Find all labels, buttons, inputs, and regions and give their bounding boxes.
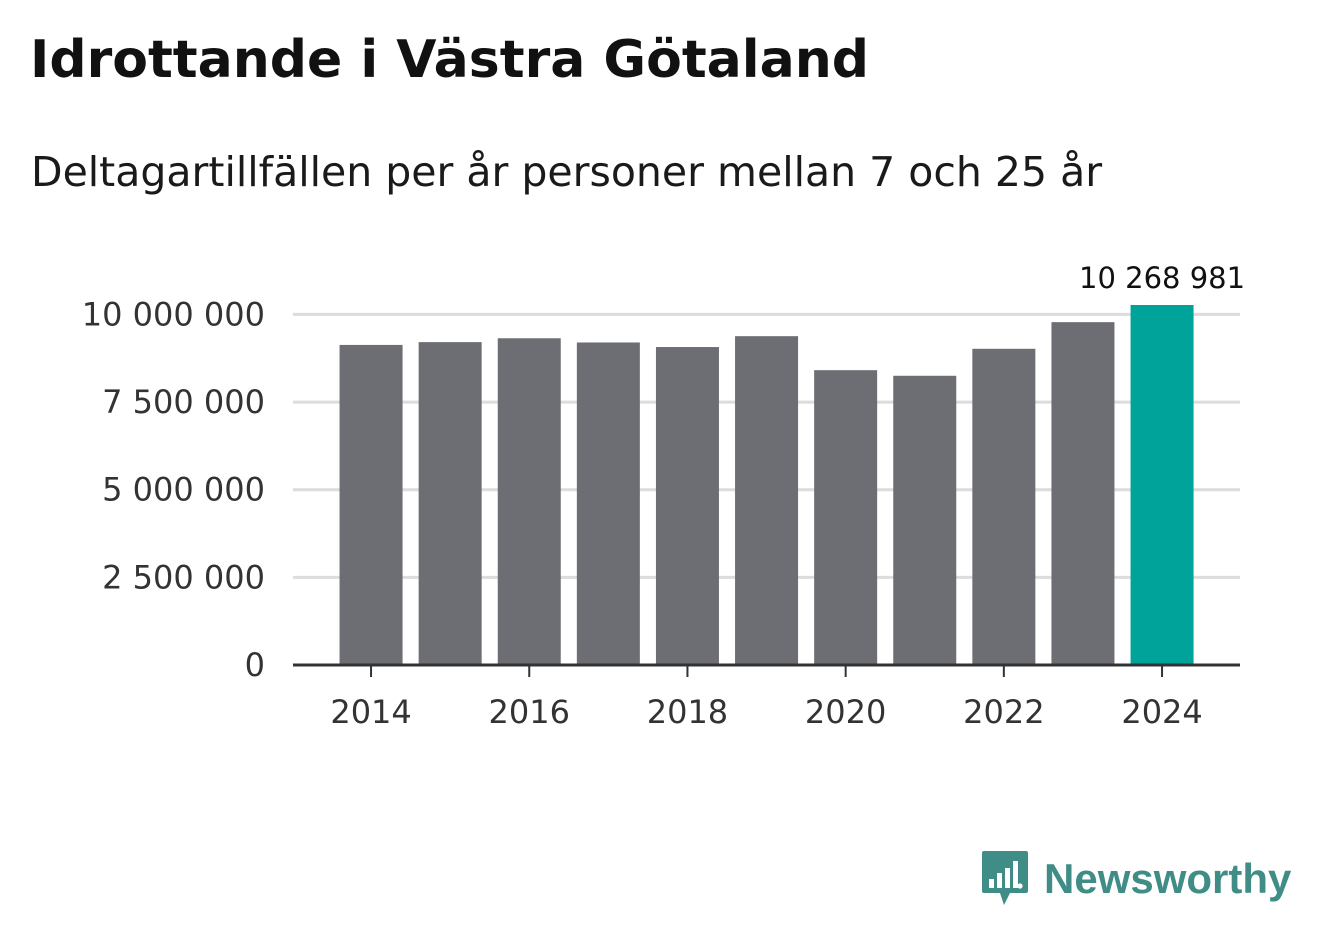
bar-2021 [893, 375, 957, 665]
chart-subtitle: Deltagartillfällen per år personer mella… [31, 148, 1103, 196]
bar-2022 [972, 348, 1036, 665]
bar-chart-speech-bubble-icon [982, 851, 1028, 905]
bar-2016 [497, 338, 561, 665]
x-axis-ticks: 2014 2016 2018 2020 2022 2024 [330, 665, 1203, 731]
bar-2020 [814, 370, 878, 665]
bar-2024 [1130, 305, 1194, 665]
y-tick-label: 5 000 000 [102, 471, 265, 509]
x-tick-label: 2022 [963, 693, 1044, 731]
bar-2014 [339, 344, 403, 665]
y-tick-label: 2 500 000 [102, 558, 265, 596]
y-axis-ticks: 0 2 500 000 5 000 000 7 500 000 10 000 000 [82, 295, 265, 684]
x-tick-label: 2016 [489, 693, 570, 731]
x-tick-label: 2014 [330, 693, 411, 731]
y-tick-label: 0 [245, 646, 265, 684]
bar-2023 [1051, 322, 1115, 665]
y-tick-label: 7 500 000 [102, 383, 265, 421]
newsworthy-logo: Newsworthy [980, 849, 1291, 909]
bar-2017 [576, 342, 640, 665]
x-tick-label: 2024 [1121, 693, 1202, 731]
bars [339, 305, 1194, 665]
chart-title: Idrottande i Västra Götaland [30, 30, 869, 90]
value-label-2024: 10 268 981 [1079, 261, 1245, 295]
bar-2018 [655, 347, 719, 665]
y-tick-label: 10 000 000 [82, 295, 265, 333]
brand-name: Newsworthy [1044, 855, 1292, 902]
x-tick-label: 2020 [805, 693, 886, 731]
bar-2015 [418, 342, 482, 665]
annotations: 10 268 981 [1079, 261, 1245, 295]
x-tick-label: 2018 [647, 693, 728, 731]
bar-2019 [735, 336, 799, 665]
